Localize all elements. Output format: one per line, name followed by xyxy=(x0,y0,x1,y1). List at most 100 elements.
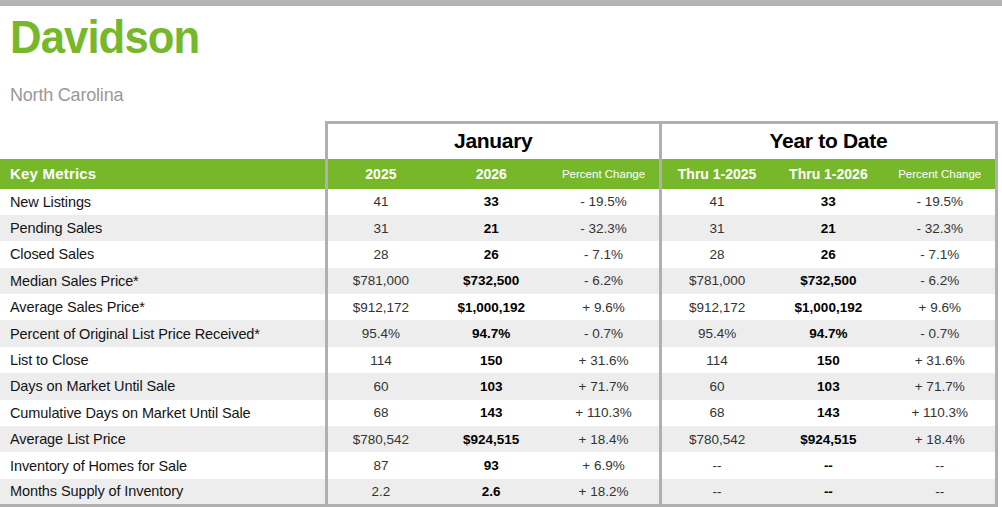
jan-curr-year-value: 93 xyxy=(434,452,548,478)
metric-label: List to Close xyxy=(0,347,326,373)
ytd-percent-change: - 7.1% xyxy=(884,241,996,267)
jan-curr-year-value: 2.6 xyxy=(434,479,548,505)
jan-prev-year-value: 41 xyxy=(326,189,434,215)
page-title: Davidson xyxy=(10,11,199,63)
ytd-prev-year-value: $781,000 xyxy=(660,268,772,294)
period-header-row: January Year to Date xyxy=(0,123,997,159)
ytd-prev-year-value: 60 xyxy=(660,373,772,399)
corner-spacer xyxy=(0,123,326,159)
ytd-percent-change: -- xyxy=(884,479,996,505)
jan-curr-year-value: 150 xyxy=(434,347,548,373)
metric-label: Average List Price xyxy=(0,426,326,452)
jan-percent-change: + 18.4% xyxy=(548,426,660,452)
jan-prev-year-value: 60 xyxy=(326,373,434,399)
jan-prev-year-value: 114 xyxy=(326,347,434,373)
ytd-prev-year-value: -- xyxy=(660,479,772,505)
ytd-prev-year-value: 68 xyxy=(660,400,772,426)
jan-prev-year-value: 95.4% xyxy=(326,320,434,346)
ytd-curr-year-value: 26 xyxy=(772,241,884,267)
section-header-january: January xyxy=(326,123,660,159)
ytd-percent-change: - 6.2% xyxy=(884,268,996,294)
key-metrics-table: January Year to Date Key Metrics 2025 20… xyxy=(0,121,998,507)
jan-curr-year-value: 103 xyxy=(434,373,548,399)
table-row: Months Supply of Inventory2.22.6+ 18.2%-… xyxy=(0,479,997,505)
column-header-jan-percent-change: Percent Change xyxy=(548,159,660,189)
jan-prev-year-value: $781,000 xyxy=(326,268,434,294)
column-header-ytd-thru-2025: Thru 1-2025 xyxy=(660,159,772,189)
ytd-percent-change: + 18.4% xyxy=(884,426,996,452)
ytd-curr-year-value: -- xyxy=(772,452,884,478)
table-row: List to Close114150+ 31.6%114150+ 31.6% xyxy=(0,347,997,373)
ytd-curr-year-value: $924,515 xyxy=(772,426,884,452)
column-header-ytd-percent-change: Percent Change xyxy=(884,159,996,189)
ytd-prev-year-value: 31 xyxy=(660,215,772,241)
table-row: Days on Market Until Sale60103+ 71.7%601… xyxy=(0,373,997,399)
ytd-curr-year-value: 103 xyxy=(772,373,884,399)
jan-prev-year-value: $912,172 xyxy=(326,294,434,320)
key-metrics-header: Key Metrics xyxy=(0,159,326,189)
ytd-prev-year-value: 114 xyxy=(660,347,772,373)
jan-prev-year-value: 28 xyxy=(326,241,434,267)
metric-label: Average Sales Price* xyxy=(0,294,326,320)
metric-label: Days on Market Until Sale xyxy=(0,373,326,399)
jan-curr-year-value: $732,500 xyxy=(434,268,548,294)
jan-prev-year-value: 87 xyxy=(326,452,434,478)
jan-curr-year-value: 143 xyxy=(434,400,548,426)
ytd-prev-year-value: 28 xyxy=(660,241,772,267)
table-row: Percent of Original List Price Received*… xyxy=(0,320,997,346)
column-header-ytd-thru-2026: Thru 1-2026 xyxy=(772,159,884,189)
table-row: Closed Sales2826- 7.1%2826- 7.1% xyxy=(0,241,997,267)
metric-label: Inventory of Homes for Sale xyxy=(0,452,326,478)
jan-curr-year-value: $924,515 xyxy=(434,426,548,452)
jan-curr-year-value: 33 xyxy=(434,189,548,215)
jan-percent-change: + 18.2% xyxy=(548,479,660,505)
ytd-curr-year-value: $1,000,192 xyxy=(772,294,884,320)
metric-label: Cumulative Days on Market Until Sale xyxy=(0,400,326,426)
ytd-prev-year-value: -- xyxy=(660,452,772,478)
ytd-prev-year-value: 41 xyxy=(660,189,772,215)
jan-percent-change: + 6.9% xyxy=(548,452,660,478)
ytd-prev-year-value: 95.4% xyxy=(660,320,772,346)
jan-percent-change: - 6.2% xyxy=(548,268,660,294)
jan-percent-change: + 9.6% xyxy=(548,294,660,320)
ytd-percent-change: - 19.5% xyxy=(884,189,996,215)
metric-label: Pending Sales xyxy=(0,215,326,241)
ytd-prev-year-value: $912,172 xyxy=(660,294,772,320)
ytd-curr-year-value: -- xyxy=(772,479,884,505)
column-header-jan-2026: 2026 xyxy=(434,159,548,189)
jan-curr-year-value: 21 xyxy=(434,215,548,241)
jan-curr-year-value: 26 xyxy=(434,241,548,267)
metric-label: Percent of Original List Price Received* xyxy=(0,320,326,346)
jan-percent-change: + 31.6% xyxy=(548,347,660,373)
jan-prev-year-value: 2.2 xyxy=(326,479,434,505)
column-header-jan-2025: 2025 xyxy=(326,159,434,189)
ytd-percent-change: + 71.7% xyxy=(884,373,996,399)
table-row: Cumulative Days on Market Until Sale6814… xyxy=(0,400,997,426)
jan-curr-year-value: 94.7% xyxy=(434,320,548,346)
ytd-percent-change: - 0.7% xyxy=(884,320,996,346)
jan-percent-change: - 19.5% xyxy=(548,189,660,215)
column-header-row: Key Metrics 2025 2026 Percent Change Thr… xyxy=(0,159,997,189)
ytd-curr-year-value: 143 xyxy=(772,400,884,426)
metric-label: Closed Sales xyxy=(0,241,326,267)
table-row: Average List Price$780,542$924,515+ 18.4… xyxy=(0,426,997,452)
table-row: Median Sales Price*$781,000$732,500- 6.2… xyxy=(0,268,997,294)
ytd-curr-year-value: 94.7% xyxy=(772,320,884,346)
page-subtitle: North Carolina xyxy=(10,85,1002,106)
ytd-curr-year-value: 33 xyxy=(772,189,884,215)
jan-prev-year-value: 68 xyxy=(326,400,434,426)
ytd-percent-change: + 110.3% xyxy=(884,400,996,426)
jan-prev-year-value: 31 xyxy=(326,215,434,241)
jan-curr-year-value: $1,000,192 xyxy=(434,294,548,320)
jan-percent-change: - 7.1% xyxy=(548,241,660,267)
ytd-percent-change: + 9.6% xyxy=(884,294,996,320)
table-row: Inventory of Homes for Sale8793+ 6.9%---… xyxy=(0,452,997,478)
jan-percent-change: - 32.3% xyxy=(548,215,660,241)
metric-label: New Listings xyxy=(0,189,326,215)
metric-label: Months Supply of Inventory xyxy=(0,479,326,505)
jan-percent-change: + 71.7% xyxy=(548,373,660,399)
jan-percent-change: - 0.7% xyxy=(548,320,660,346)
ytd-curr-year-value: $732,500 xyxy=(772,268,884,294)
ytd-prev-year-value: $780,542 xyxy=(660,426,772,452)
metric-label: Median Sales Price* xyxy=(0,268,326,294)
